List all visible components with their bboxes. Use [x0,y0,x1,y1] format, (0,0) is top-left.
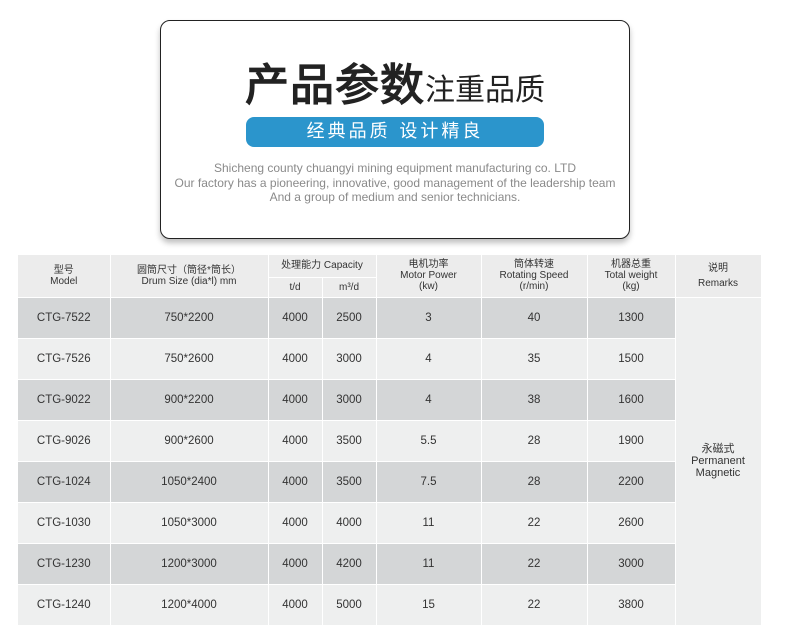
table-cell: 750*2200 [110,297,269,339]
table-cell: 1900 [587,420,676,462]
table-cell: 7.5 [376,461,482,503]
table-cell: 3000 [322,338,377,380]
table-cell: 750*2600 [110,338,269,380]
table-cell: CTG-9026 [18,420,111,462]
table-row: CTG-1230 1200*3000 4000 4200 11 22 3000 [18,543,761,585]
table-cell: 22 [481,502,588,544]
table-cell: 4000 [268,338,323,380]
page-title: 产品参数注重品质 [245,60,545,111]
col-total-weight: 机器总重 Total weight (kg) [587,255,676,298]
col-capacity-td: t/d [268,277,323,298]
table-cell: 2500 [322,297,377,339]
col-remarks: 说明 Remarks [675,255,762,298]
col-drum-size: 圆筒尺寸（筒径*筒长） Drum Size (dia*l) mm [110,255,269,298]
table-cell: 3 [376,297,482,339]
table-cell: 38 [481,379,588,421]
tagline-banner: 经典品质 设计精良 [246,117,544,147]
table-cell: 4000 [268,297,323,339]
table-cell: CTG-9022 [18,379,111,421]
col-capacity-m3: m³/d [322,277,377,298]
table-cell: 4000 [268,584,323,626]
table-row: CTG-7526 750*2600 4000 3000 4 35 1500 [18,338,761,380]
table-cell: 1500 [587,338,676,380]
table-cell: 5000 [322,584,377,626]
table-cell: 28 [481,420,588,462]
table-cell: 35 [481,338,588,380]
table-row: CTG-1240 1200*4000 4000 5000 15 22 3800 [18,584,761,626]
table-cell: 4000 [268,502,323,544]
col-motor-power: 电机功率 Motor Power (kw) [376,255,482,298]
table-cell: 4 [376,379,482,421]
col-model: 型号 Model [18,255,111,298]
table-cell: 3000 [587,543,676,585]
table-cell: 4000 [268,461,323,503]
table-cell: 3800 [587,584,676,626]
table-cell: CTG-1240 [18,584,111,626]
table-cell: CTG-1024 [18,461,111,503]
spec-table: 型号 Model 圆筒尺寸（筒径*筒长） Drum Size (dia*l) mm … [18,255,762,626]
table-cell: CTG-1230 [18,543,111,585]
table-cell: 900*2200 [110,379,269,421]
table-cell: 22 [481,584,588,626]
table-row: CTG-1030 1050*3000 4000 4000 11 22 2600 [18,502,761,544]
table-cell: 22 [481,543,588,585]
table-cell: 4000 [268,543,323,585]
table-cell: CTG-1030 [18,502,111,544]
table-cell: 1300 [587,297,676,339]
col-rotating-speed: 筒体转速 Rotating Speed (r/min) [481,255,588,298]
table-cell: CTG-7522 [18,297,111,339]
table-row: CTG-9026 900*2600 4000 3500 5.5 28 1900 [18,420,761,462]
table-cell: 4000 [322,502,377,544]
table-cell: 4 [376,338,482,380]
table-cell: 2600 [587,502,676,544]
table-cell: 4200 [322,543,377,585]
table-cell: 1050*2400 [110,461,269,503]
table-cell: CTG-7526 [18,338,111,380]
table-row: CTG-9022 900*2200 4000 3000 4 38 1600 [18,379,761,421]
table-cell: 1050*3000 [110,502,269,544]
header-card: 产品参数注重品质 经典品质 设计精良 Shicheng county chuan… [160,20,630,239]
table-cell: 3500 [322,461,377,503]
table-cell: 4000 [268,379,323,421]
table-row: CTG-7522 750*2200 4000 2500 3 40 1300 永磁式 Perman… [18,297,762,626]
table-cell: 1600 [587,379,676,421]
table-cell: 15 [376,584,482,626]
col-capacity: 处理能力 Capacity [268,255,377,278]
table-cell: 1200*3000 [110,543,269,585]
table-cell: 4000 [268,420,323,462]
table-cell: 11 [376,502,482,544]
table-cell: 5.5 [376,420,482,462]
table-cell: 3500 [322,420,377,462]
company-description: Shicheng county chuangyi mining equipmen… [174,161,616,204]
table-cell: 28 [481,461,588,503]
table-cell: 11 [376,543,482,585]
table-cell: 3000 [322,379,377,421]
table-cell: 900*2600 [110,420,269,462]
table-cell: 1200*4000 [110,584,269,626]
table-row: CTG-1024 1050*2400 4000 3500 7.5 28 2200 [18,461,761,503]
table-cell: 40 [481,297,588,339]
remarks-cell: 永磁式 Permanent Magnetic [675,297,762,626]
table-cell: 2200 [587,461,676,503]
